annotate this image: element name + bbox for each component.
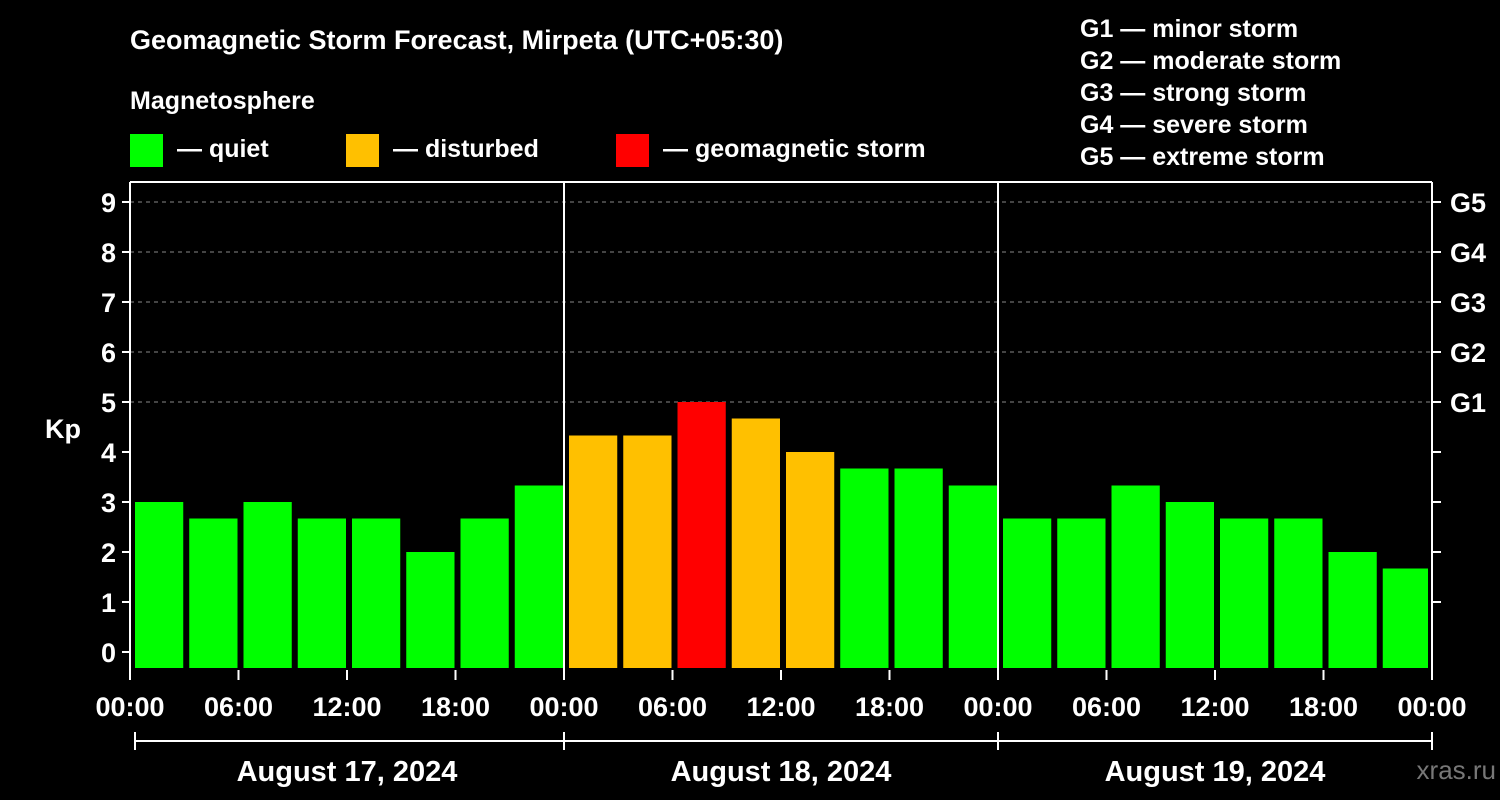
y-tick-label-1: 1 xyxy=(101,588,116,618)
bar-11 xyxy=(731,418,780,668)
legend-label-storm: — geomagnetic storm xyxy=(663,135,926,163)
y-tick-label-2: 2 xyxy=(101,538,116,568)
x-tick-label-6: 12:00 xyxy=(746,692,815,722)
y-tick-label-3: 3 xyxy=(101,488,116,518)
day-axis: August 17, 2024 August 18, 2024 August 19,… xyxy=(134,732,1433,788)
bar-13 xyxy=(840,468,889,668)
g-scale-axis: G1 G2 G3 G4 G5 xyxy=(1432,188,1486,603)
storm-scale-g4: G4 — severe storm xyxy=(1080,111,1308,139)
x-tick-label-4: 00:00 xyxy=(529,692,598,722)
storm-scale-g2: G2 — moderate storm xyxy=(1080,47,1341,75)
y-tick-label-7: 7 xyxy=(101,288,116,318)
bars xyxy=(135,402,1428,668)
x-tick-label-1: 06:00 xyxy=(204,692,273,722)
legend-heading: Magnetosphere xyxy=(130,87,315,115)
g-label-g2: G2 xyxy=(1450,338,1486,368)
x-tick-label-0: 00:00 xyxy=(95,692,164,722)
bar-23 xyxy=(1382,568,1428,668)
y-tick-label-9: 9 xyxy=(101,188,116,218)
g-label-g5: G5 xyxy=(1450,188,1486,218)
x-tick-label-9: 06:00 xyxy=(1072,692,1141,722)
x-axis: 00:00 06:00 12:00 18:00 00:00 06:00 12:00 18:00… xyxy=(95,670,1467,722)
x-tick-label-11: 18:00 xyxy=(1289,692,1358,722)
storm-scale-g5: G5 — extreme storm xyxy=(1080,143,1325,171)
y-tick-label-0: 0 xyxy=(101,638,116,668)
legend: — quiet — disturbed — geomagnetic storm xyxy=(130,134,926,167)
bar-16 xyxy=(1003,518,1052,668)
grid-lines xyxy=(130,201,1432,403)
x-tick-label-5: 06:00 xyxy=(638,692,707,722)
storm-scale-g1: G1 — minor storm xyxy=(1080,15,1298,43)
x-tick-label-10: 12:00 xyxy=(1180,692,1249,722)
legend-swatch-quiet xyxy=(130,134,163,167)
g-label-g1: G1 xyxy=(1450,388,1486,418)
x-tick-label-8: 00:00 xyxy=(963,692,1032,722)
bar-2 xyxy=(243,502,292,668)
plot-frame xyxy=(129,181,1433,670)
y-axis-label: Kp xyxy=(45,414,81,444)
day-label-1: August 18, 2024 xyxy=(671,756,892,788)
bar-12 xyxy=(786,452,835,668)
bar-14 xyxy=(894,468,943,668)
bar-5 xyxy=(406,552,455,668)
y-tick-label-4: 4 xyxy=(101,438,116,468)
y-tick-label-5: 5 xyxy=(101,388,116,418)
bar-7 xyxy=(514,485,563,668)
bar-4 xyxy=(352,518,401,668)
day-label-0: August 17, 2024 xyxy=(237,756,458,788)
x-tick-label-3: 18:00 xyxy=(421,692,490,722)
bar-0 xyxy=(135,502,184,668)
bar-3 xyxy=(297,518,346,668)
bar-1 xyxy=(189,518,238,668)
storm-scale-g3: G3 — strong storm xyxy=(1080,79,1306,107)
bar-10 xyxy=(677,402,726,668)
bar-6 xyxy=(460,518,509,668)
bar-15 xyxy=(948,485,997,668)
bar-20 xyxy=(1220,518,1269,668)
bar-21 xyxy=(1274,518,1323,668)
storm-scale-legend: G1 — minor storm G2 — moderate storm G3 … xyxy=(1080,15,1341,171)
x-tick-label-2: 12:00 xyxy=(312,692,381,722)
y-tick-label-6: 6 xyxy=(101,338,116,368)
legend-label-disturbed: — disturbed xyxy=(393,135,539,163)
legend-swatch-storm xyxy=(616,134,649,167)
watermark: xras.ru xyxy=(1417,755,1496,785)
g-label-g4: G4 xyxy=(1450,238,1486,268)
bar-19 xyxy=(1165,502,1214,668)
x-tick-label-7: 18:00 xyxy=(855,692,924,722)
bar-8 xyxy=(569,435,618,668)
day-label-2: August 19, 2024 xyxy=(1105,756,1326,788)
g-label-g3: G3 xyxy=(1450,288,1486,318)
legend-swatch-disturbed xyxy=(346,134,379,167)
legend-label-quiet: — quiet xyxy=(177,135,269,163)
x-tick-label-12: 00:00 xyxy=(1397,692,1466,722)
y-tick-label-8: 8 xyxy=(101,238,116,268)
bar-17 xyxy=(1057,518,1106,668)
bar-9 xyxy=(623,435,672,668)
chart-title: Geomagnetic Storm Forecast, Mirpeta (UTC… xyxy=(130,25,783,55)
y-axis: 0 1 2 3 4 5 6 7 8 9 xyxy=(101,188,130,668)
bar-22 xyxy=(1328,552,1377,668)
bar-18 xyxy=(1111,485,1160,668)
